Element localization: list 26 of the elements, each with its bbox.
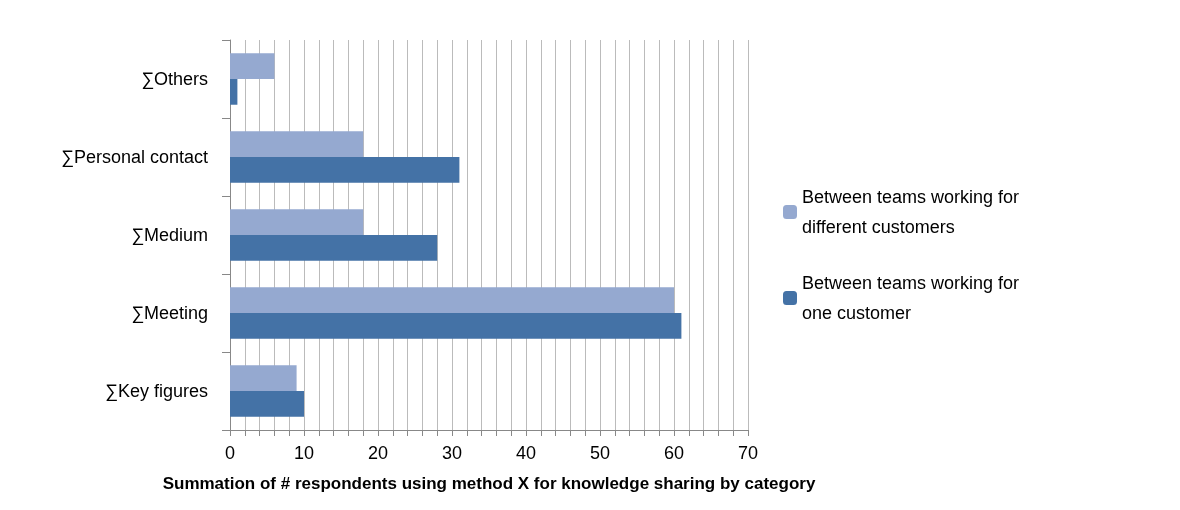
bar: [230, 79, 238, 105]
y-tick-label: ∑Medium: [131, 225, 208, 245]
legend-label: Between teams working for one customer: [802, 273, 1025, 323]
bar: [230, 313, 682, 339]
x-tick-label: 30: [441, 443, 463, 463]
y-tick-label: ∑Personal contact: [61, 147, 208, 167]
legend-label: Between teams working for different customers: [802, 187, 1025, 237]
bar: [230, 287, 674, 313]
x-tick-label: 50: [589, 443, 611, 463]
x-axis-title: Summation of # respondents using method X for knowledge sharing by category: [162, 474, 816, 493]
x-tick-label: 10: [293, 443, 315, 463]
y-tick-label: ∑Others: [141, 69, 208, 89]
bar: [230, 365, 297, 391]
bar: [230, 131, 364, 157]
x-tick-label: 0: [224, 443, 236, 463]
y-tick-label: ∑Meeting: [131, 303, 208, 323]
y-tick-label: ∑Key figures: [105, 381, 208, 401]
bar: [230, 157, 460, 183]
bar: [230, 53, 275, 79]
x-tick-label: 60: [663, 443, 685, 463]
bar: [230, 391, 304, 417]
bar: [230, 235, 438, 261]
bar: [230, 209, 364, 235]
x-tick-label: 70: [737, 443, 759, 463]
x-tick-label: 20: [367, 443, 389, 463]
x-tick-label: 40: [515, 443, 537, 463]
